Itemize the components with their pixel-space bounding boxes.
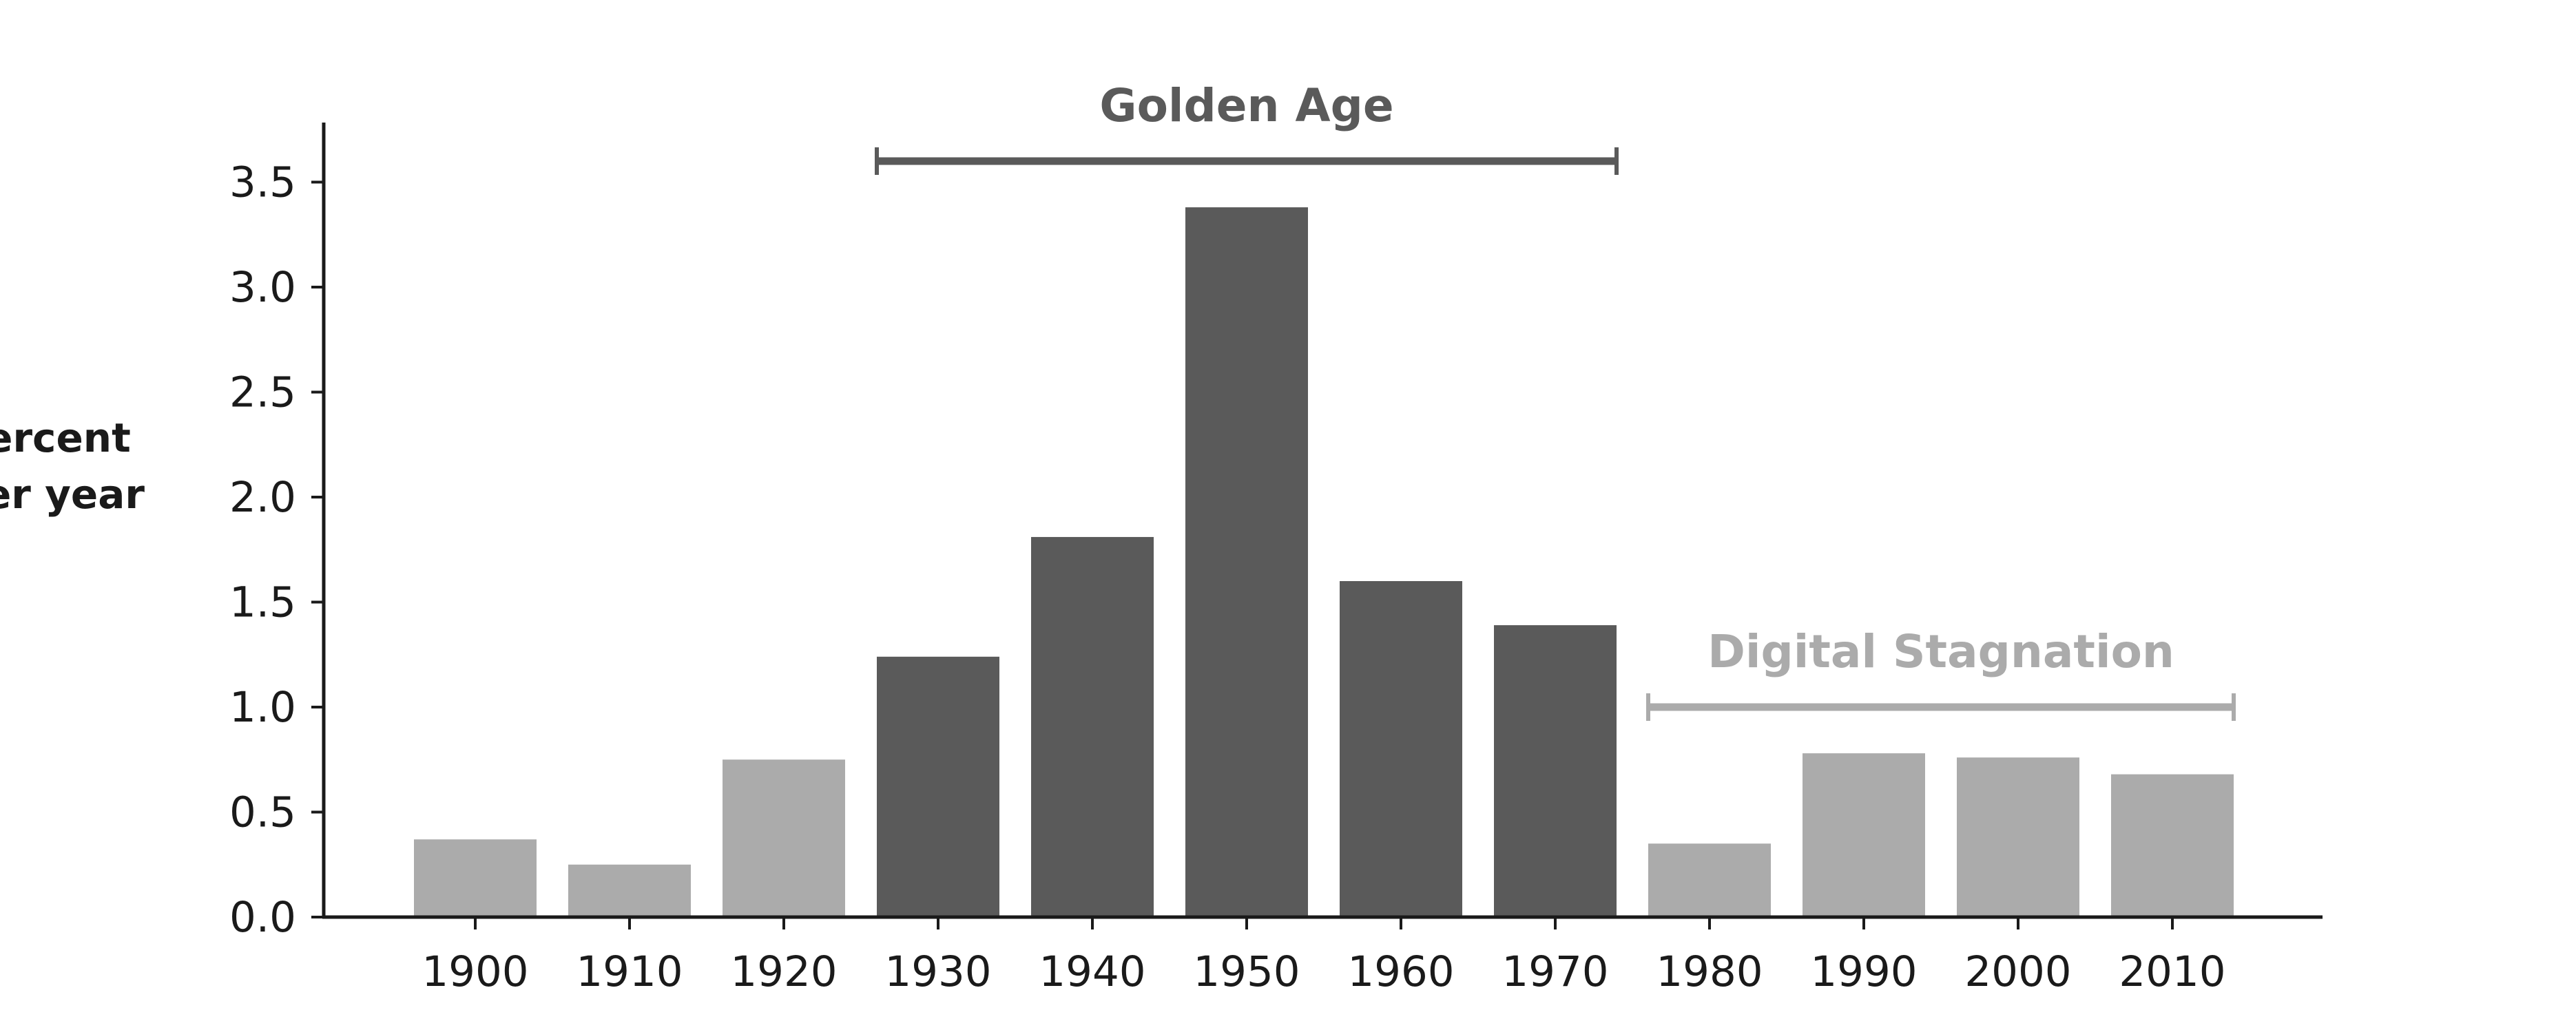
x-ticks-layer: 1900 1910 1920 1930 1940 1950 1960 1970 1980 1990… bbox=[422, 917, 2226, 996]
bar-1970 bbox=[1494, 625, 1617, 917]
y-tick-label-1.5: 1.5 bbox=[229, 578, 296, 627]
bar-1950 bbox=[1185, 207, 1308, 918]
x-tick-label-1960: 1960 bbox=[1347, 947, 1454, 996]
y-tick-label-2.5: 2.5 bbox=[229, 368, 296, 417]
y-axis-label-line-2: per year bbox=[0, 471, 145, 518]
y-tick-label-1.0: 1.0 bbox=[229, 683, 296, 732]
bar-1960 bbox=[1340, 581, 1462, 917]
x-tick-label-1970: 1970 bbox=[1502, 947, 1608, 996]
x-tick-label-1920: 1920 bbox=[730, 947, 837, 996]
x-tick-label-1950: 1950 bbox=[1193, 947, 1300, 996]
y-axis-label: Percent per year bbox=[0, 414, 145, 518]
x-tick-label-1990: 1990 bbox=[1810, 947, 1917, 996]
x-tick-label-1930: 1930 bbox=[884, 947, 991, 996]
x-tick-label-2000: 2000 bbox=[1964, 947, 2071, 996]
bar-1900 bbox=[414, 839, 537, 917]
bar-1920 bbox=[723, 759, 845, 917]
bar-1980 bbox=[1648, 843, 1771, 917]
x-tick-label-1980: 1980 bbox=[1656, 947, 1763, 996]
golden-age-label: Golden Age bbox=[1099, 79, 1393, 132]
digital-stagnation-label: Digital Stagnation bbox=[1707, 625, 2174, 678]
y-tick-label-0.5: 0.5 bbox=[229, 788, 296, 837]
bar-1990 bbox=[1803, 753, 1925, 917]
bar-2010 bbox=[2111, 774, 2234, 917]
y-ticks-layer: 0.0 0.5 1.0 1.5 2.0 2.5 3.0 3.5 bbox=[229, 158, 324, 942]
y-tick-label-0.0: 0.0 bbox=[229, 893, 296, 942]
y-tick-label-3.0: 3.0 bbox=[229, 263, 296, 312]
bar-1930 bbox=[877, 656, 999, 917]
x-tick-label-1910: 1910 bbox=[576, 947, 683, 996]
bar-2000 bbox=[1957, 757, 2079, 917]
x-tick-label-1900: 1900 bbox=[422, 947, 528, 996]
bar-1910 bbox=[568, 864, 691, 917]
x-tick-label-1940: 1940 bbox=[1039, 947, 1145, 996]
y-axis-label-line-1: Percent bbox=[0, 414, 131, 461]
annotations-layer: Golden Age Digital Stagnation bbox=[875, 79, 2236, 721]
x-tick-label-2010: 2010 bbox=[2119, 947, 2225, 996]
bars-layer bbox=[414, 207, 2234, 918]
bar-1940 bbox=[1031, 536, 1154, 917]
y-tick-label-3.5: 3.5 bbox=[229, 158, 296, 207]
axes-layer bbox=[322, 123, 2323, 919]
y-tick-label-2.0: 2.0 bbox=[229, 473, 296, 522]
